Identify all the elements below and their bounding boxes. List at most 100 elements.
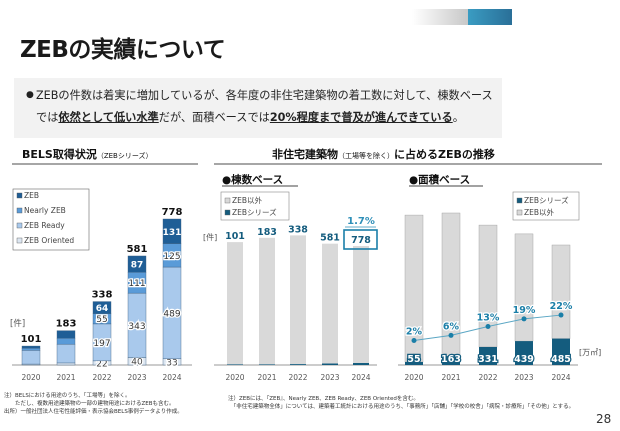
legend-swatch (224, 209, 231, 216)
legend-label: ZEB以外 (524, 207, 555, 217)
data-label: 40 (131, 358, 143, 368)
x-tick-label: 2024 (351, 373, 370, 382)
bar-segment-nearly-zeb (21, 348, 41, 351)
bar-segment-zeb-series (227, 364, 243, 365)
bar-segment-zeb (92, 301, 112, 314)
bar-segment-zeb-oriented (56, 362, 76, 366)
share-point (485, 323, 491, 329)
total-label: 183 (56, 319, 77, 330)
section-title-note: （ZEBシリーズ） (96, 152, 153, 160)
share-label: 1.7% (347, 216, 375, 227)
data-label: 331 (478, 354, 498, 365)
data-label: 439 (514, 354, 534, 365)
legend-label: Nearly ZEB (24, 206, 66, 215)
bar-segment-zeb (21, 345, 41, 349)
share-label: 6% (443, 321, 460, 332)
summary-line-1: ZEBの件数は着実に増加しているが、各年度の非住宅建築物の着工数に対して、棟数ベ… (36, 89, 493, 102)
bar-segment-zeb-ready (21, 350, 41, 365)
data-label: 55 (407, 354, 420, 365)
data-label: 489 (163, 309, 180, 319)
bar-segment-zeb-series (515, 341, 533, 365)
bar-segment-non-zeb (322, 243, 338, 364)
bar-segment-zeb-series (259, 364, 275, 365)
bar-segment-zeb-series (552, 338, 570, 365)
bullet-icon: ● (26, 90, 34, 100)
page-title: ZEBの実績について (20, 37, 226, 63)
legend-label: ZEB (24, 191, 39, 200)
x-tick-label: 2022 (478, 373, 497, 382)
notes-right: 注）ZEBには、『ZEB』、Nearly ZEB、ZEB Ready、ZEB O… (228, 395, 574, 411)
legend-swatch (516, 209, 523, 216)
total-label: 101 (21, 334, 42, 345)
x-tick-label: 2020 (225, 373, 244, 382)
share-point (448, 332, 454, 338)
y-axis-unit: [万㎡] (579, 348, 601, 357)
bar-segment-zeb-series (353, 363, 369, 365)
data-label: 485 (551, 354, 571, 365)
section-title-text: 非住宅建築物 (272, 148, 338, 161)
right-section-title: 非住宅建築物（工場等を除く）に占めるZEBの推移 (272, 146, 495, 162)
summary-box: ● ZEBの件数は着実に増加しているが、各年度の非住宅建築物の着工数に対して、棟… (14, 78, 502, 138)
y-axis-unit: [件] (10, 318, 25, 329)
data-label: 343 (128, 322, 145, 332)
y-axis-unit: [件] (203, 232, 217, 242)
share-point (411, 337, 417, 343)
legend-swatch (516, 197, 523, 204)
bar-segment-zeb-series (442, 356, 460, 365)
legend-label: ZEBシリーズ (232, 207, 277, 217)
data-label: 163 (441, 354, 461, 365)
data-label: 33 (166, 358, 177, 368)
summary-text: だが、面積ベースでは (158, 111, 270, 124)
bar-segment-zeb (56, 330, 76, 339)
summary-emphasis-2: 20%程度まで普及が進んできている (269, 111, 453, 124)
summary-text: では (36, 111, 59, 124)
x-tick-label: 2021 (441, 373, 460, 382)
legend-swatch (16, 222, 23, 229)
data-label: 64 (96, 304, 109, 314)
share-point (521, 316, 527, 322)
legend-swatch (16, 207, 23, 214)
data-label: 125 (163, 252, 180, 262)
legend-label: ZEB Oriented (24, 236, 74, 245)
summary-text: 。 (452, 111, 464, 124)
right-section-rule (214, 163, 602, 165)
x-tick-label: 2022 (92, 373, 111, 382)
x-tick-label: 2022 (288, 373, 307, 382)
bar-segment-non-zeb (259, 237, 275, 365)
x-tick-label: 2023 (127, 373, 146, 382)
left-section-rule (12, 163, 198, 165)
header-accent-bar (468, 9, 512, 25)
note-line: 出所）一般社団法人住宅性能評価・表示協会BELS事例データより作成。 (4, 409, 183, 415)
bar-segment-non-zeb (514, 233, 534, 342)
legend-label: ZEB Ready (24, 221, 65, 230)
data-label: 101 (225, 231, 245, 242)
bar-segment-zeb-series (322, 363, 338, 365)
legend-swatch (16, 237, 23, 244)
legend-swatch (16, 192, 23, 199)
summary-emphasis-1: 依然として低い水準 (58, 111, 159, 124)
chart-subtitle: ●面積ベース (409, 173, 470, 186)
data-label: 581 (320, 233, 340, 244)
data-label: 197 (93, 339, 110, 349)
bar-segment-zeb-series (479, 346, 497, 365)
header-accent-gradient (412, 9, 468, 25)
legend-box (220, 191, 290, 221)
x-tick-label: 2024 (162, 373, 181, 382)
section-title-note: （工場等を除く） (338, 152, 394, 160)
page-number: 28 (596, 412, 612, 426)
section-title-text: に占めるZEBの推移 (394, 148, 495, 161)
bar-segment-nearly-zeb (56, 337, 76, 345)
section-title-text: BELS取得状況 (22, 148, 97, 161)
share-point (558, 312, 564, 318)
legend-box (512, 191, 580, 221)
x-tick-label: 2023 (320, 373, 339, 382)
left-section-title: BELS取得状況（ZEBシリーズ） (22, 146, 153, 162)
bar-segment-zeb-series (290, 364, 306, 365)
data-label: 778 (351, 235, 371, 246)
chart-subtitle: ●棟数ベース (222, 173, 283, 186)
x-tick-label: 2024 (551, 373, 570, 382)
legend-label: ZEBシリーズ (524, 195, 569, 205)
share-label: 22% (550, 301, 573, 312)
